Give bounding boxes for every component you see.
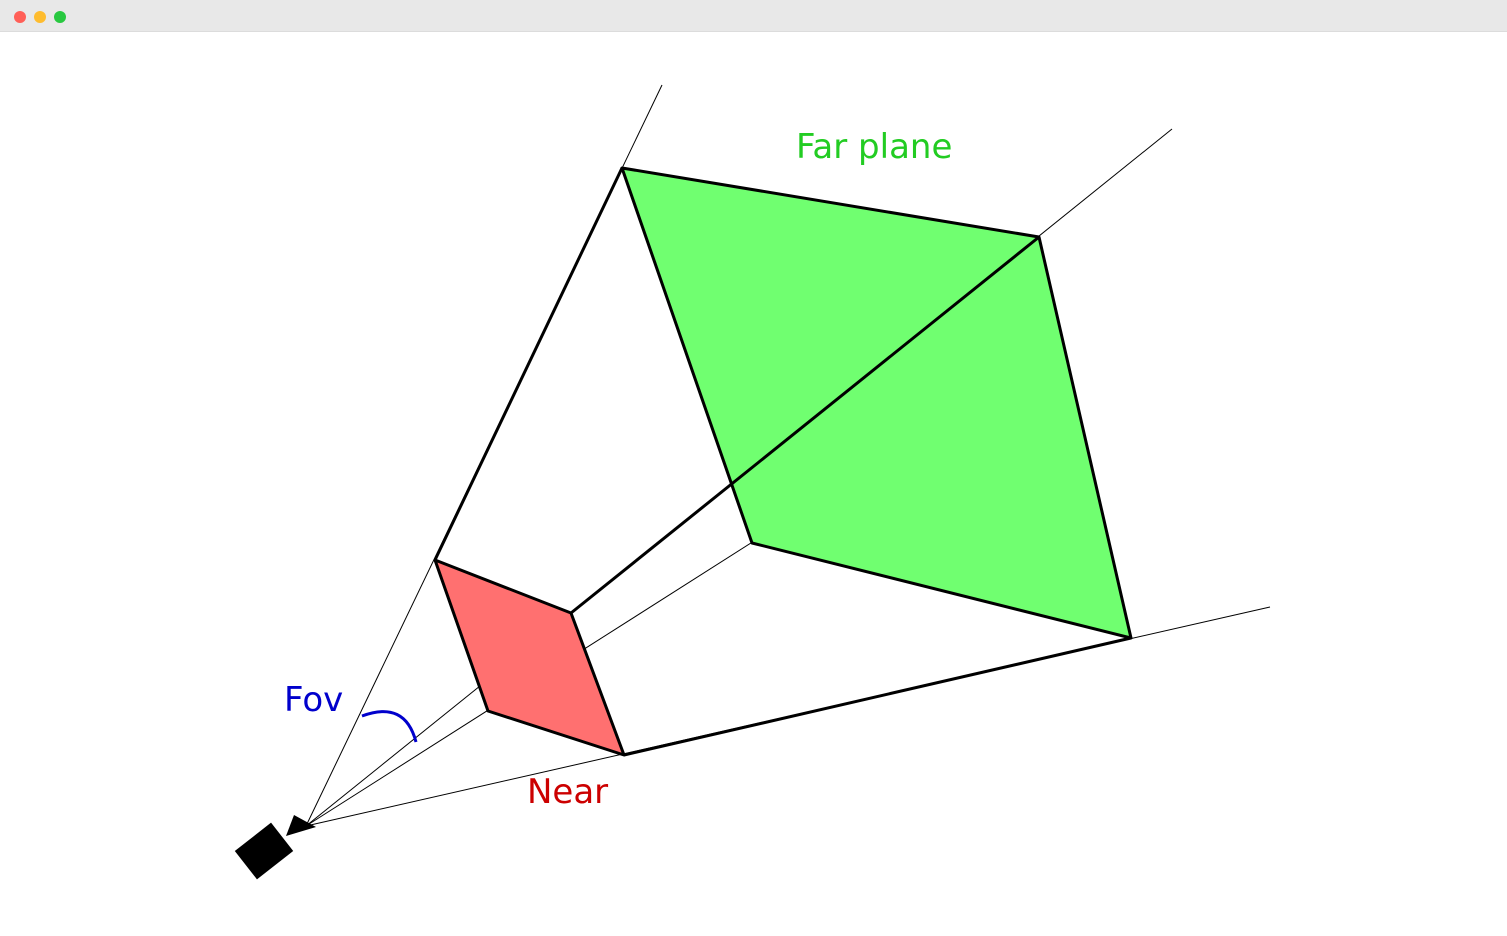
minimize-window-button[interactable]	[34, 11, 46, 23]
near-plane-label: Near	[527, 772, 608, 812]
frustum-edge-top	[433, 167, 624, 561]
frustum-edge-bottom	[623, 636, 1132, 757]
frustum-edges	[433, 167, 1132, 757]
fov-arc	[361, 710, 418, 743]
far-plane-label: Far plane	[796, 127, 952, 167]
close-window-button[interactable]	[14, 11, 26, 23]
camera-icon	[234, 815, 316, 880]
window-title-bar	[0, 0, 1507, 32]
frustum-edge-right	[570, 235, 1040, 615]
maximize-window-button[interactable]	[54, 11, 66, 23]
frustum-diagram: Far plane Near Fov	[234, 84, 1271, 880]
fov-label: Fov	[284, 680, 343, 720]
far-plane	[620, 166, 1133, 640]
